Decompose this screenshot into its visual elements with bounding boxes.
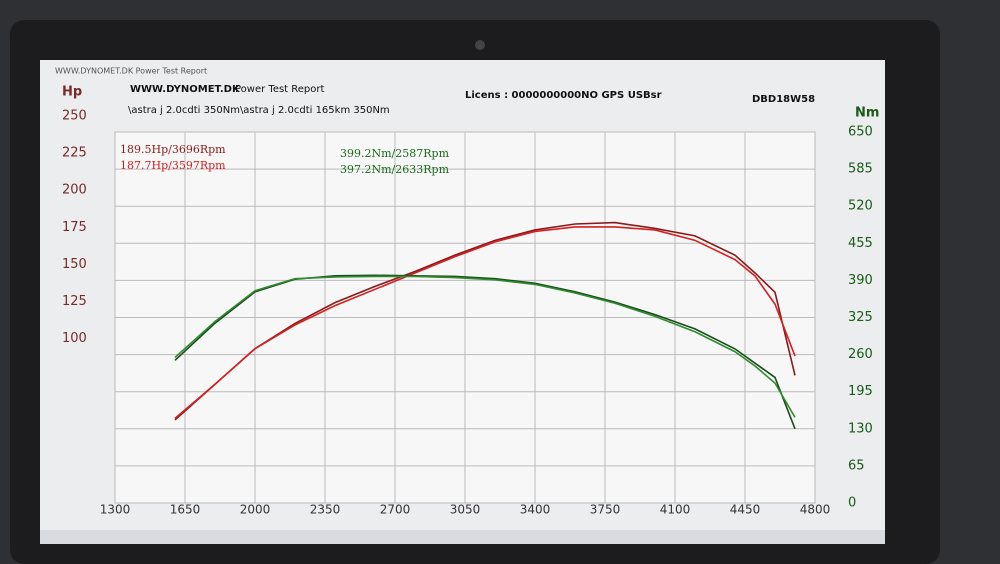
y-tick-label: 125 [62,294,87,309]
y-tick-label: 225 [62,146,87,161]
annotation: 399.2Nm/2587Rpm [340,147,450,160]
y-tick-label: 100 [62,331,87,346]
y2-tick-label: 455 [848,236,873,251]
taskbar [40,530,885,544]
x-tick-label: 3750 [590,503,621,517]
line-series [174,226,796,420]
run-name: \astra j 2.0cdti 350Nm\astra j 2.0cdti 1… [128,105,390,116]
y2-tick-label: 130 [848,421,873,436]
x-tick-label: 1300 [100,503,131,517]
line-series [174,221,796,421]
x-tick-label: 4800 [800,503,831,517]
x-tick-label: 2000 [240,503,271,517]
webcam [475,40,485,50]
line-series [174,275,796,418]
report-title: Power Test Report [235,84,325,95]
y-tick-label: 150 [62,257,87,272]
x-tick-label: 4100 [660,503,691,517]
y-tick-label: 250 [62,109,87,124]
y-tick-label: 200 [62,183,87,198]
site-title: WWW.DYNOMET.DK [130,84,241,95]
y-axis-label: Hp [62,85,82,100]
x-tick-label: 2350 [310,503,341,517]
annotation: 187.7Hp/3597Rpm [120,159,226,172]
y2-axis-label: Nm [855,106,879,121]
y2-tick-label: 195 [848,384,873,399]
y2-tick-label: 325 [848,310,873,325]
x-tick-label: 3050 [450,503,481,517]
y2-tick-label: 0 [848,496,856,511]
annotation: 397.2Nm/2633Rpm [340,163,450,176]
licence: Licens : 0000000000NO GPS USBsr [465,90,662,101]
x-tick-label: 2700 [380,503,411,517]
y-tick-label: 175 [62,220,87,235]
plot: 1300 1650 2000 2350 2700 3050 3400 3750 4100 4450… [62,109,873,517]
y2-tick-label: 390 [848,273,873,288]
x-tick-label: 1650 [170,503,201,517]
code: DBD18W58 [752,94,815,105]
x-tick-label: 4450 [730,503,761,517]
y2-tick-label: 520 [848,199,873,214]
y2-tick-label: 65 [848,458,865,473]
y2-tick-label: 260 [848,347,873,362]
x-tick-label: 3400 [520,503,551,517]
y2-tick-label: 650 [848,125,873,140]
annotation: 189.5Hp/3696Rpm [120,143,226,156]
y2-tick-label: 585 [848,162,873,177]
window-caption: WWW.DYNOMET.DK Power Test Report [55,67,207,76]
